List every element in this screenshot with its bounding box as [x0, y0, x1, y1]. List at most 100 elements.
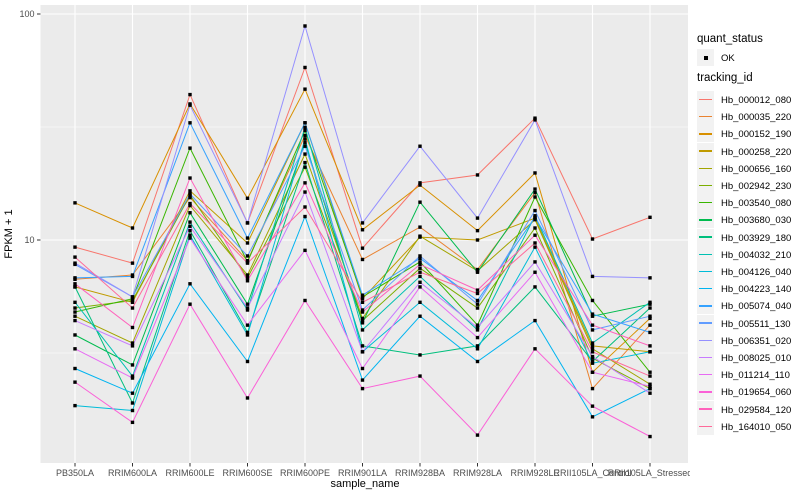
data-point: [130, 341, 135, 345]
legend-key-box: [697, 314, 714, 332]
data-point: [188, 233, 192, 237]
data-point: [130, 376, 135, 380]
data-point: [188, 211, 192, 215]
data-point: [533, 116, 537, 120]
data-point: [130, 401, 135, 405]
legend-line-swatch: [699, 98, 712, 101]
legend-item-label: Hb_000035_220: [721, 112, 792, 124]
data-point: [303, 144, 307, 148]
data-point: [188, 282, 192, 286]
data-point: [130, 325, 135, 330]
data-point: [245, 302, 250, 306]
legend-line-swatch: [699, 253, 712, 255]
data-point: [188, 220, 192, 224]
data-point: [533, 260, 537, 264]
x-tick-label: PB350LA: [56, 468, 94, 478]
data-point: [303, 160, 307, 165]
x-tick-label: RRII105LA_Stressed: [608, 468, 690, 478]
legend-item-label: Hb_003929_180: [721, 232, 792, 244]
data-point: [590, 298, 595, 303]
data-point: [475, 238, 480, 242]
data-point: [188, 146, 192, 150]
data-point: [130, 274, 135, 279]
legend-line-swatch: [699, 201, 712, 204]
data-point: [533, 187, 537, 191]
data-point: [475, 228, 480, 233]
data-point: [245, 359, 250, 364]
y-tick-label: 100: [19, 9, 34, 19]
data-point: [533, 171, 537, 175]
legend-key-box: [697, 125, 714, 143]
legend-key-box: [697, 400, 714, 418]
data-point: [303, 214, 307, 219]
data-point: [303, 121, 307, 125]
legend-key-box: [697, 331, 714, 349]
data-point: [130, 363, 135, 367]
data-point: [590, 237, 595, 241]
data-point: [418, 256, 422, 260]
x-tick-label: RRIM928LA: [453, 468, 502, 478]
data-point: [648, 314, 652, 318]
data-point: [303, 65, 307, 70]
data-point: [360, 350, 365, 354]
data-point: [475, 302, 480, 306]
data-point: [188, 302, 192, 306]
x-tick-label: RRIM600SE: [222, 468, 272, 478]
data-point: [418, 254, 422, 258]
data-point: [648, 323, 652, 327]
legend-title-quant-status: quant_status: [697, 33, 763, 45]
data-point: [73, 261, 77, 265]
data-point: [245, 308, 250, 312]
data-point: [360, 295, 365, 299]
point-icon: [703, 55, 708, 60]
legend-line-swatch: [699, 133, 712, 135]
data-point: [533, 208, 537, 213]
data-point: [360, 300, 365, 305]
data-point: [130, 261, 135, 265]
data-point: [533, 226, 537, 230]
legend: quant_status OK tracking_id Hb_000012_08…: [692, 0, 800, 500]
data-point: [303, 87, 307, 91]
x-tick-label: RRIM928BA: [395, 468, 445, 478]
data-point: [245, 333, 250, 337]
data-point: [590, 386, 595, 391]
data-point: [648, 370, 652, 374]
data-point: [245, 254, 250, 258]
data-point: [303, 125, 307, 130]
data-point: [418, 183, 422, 187]
data-point: [73, 318, 77, 323]
x-tick-label: RRIM600LE: [165, 468, 214, 478]
data-point: [303, 190, 307, 194]
legend-item-label: Hb_008025_010: [721, 353, 792, 364]
data-point: [533, 245, 537, 249]
data-point: [648, 350, 652, 354]
data-point: [73, 403, 77, 408]
data-point: [188, 195, 192, 200]
data-point: [188, 201, 192, 206]
data-point: [418, 314, 422, 318]
data-point: [73, 285, 77, 289]
data-point: [360, 293, 365, 297]
data-point: [245, 396, 250, 400]
data-point: [418, 234, 422, 238]
data-point: [360, 344, 365, 348]
data-point: [590, 323, 595, 327]
data-point: [303, 133, 307, 138]
data-point: [418, 374, 422, 378]
legend-key-box: [697, 280, 714, 298]
data-point: [648, 215, 652, 220]
legend-key-box: [697, 263, 714, 280]
data-point: [73, 300, 77, 305]
data-point: [475, 288, 480, 292]
x-tick-label: RRIM928LE: [510, 468, 559, 478]
legend-item-label: Hb_005074_040: [721, 301, 792, 313]
data-point: [245, 323, 250, 327]
data-point: [130, 298, 135, 303]
data-point: [245, 306, 250, 310]
data-point: [130, 420, 135, 425]
data-point: [245, 330, 250, 335]
legend-line-swatch: [699, 305, 712, 307]
data-point: [533, 318, 537, 323]
data-point: [73, 333, 77, 337]
data-point: [648, 386, 652, 391]
